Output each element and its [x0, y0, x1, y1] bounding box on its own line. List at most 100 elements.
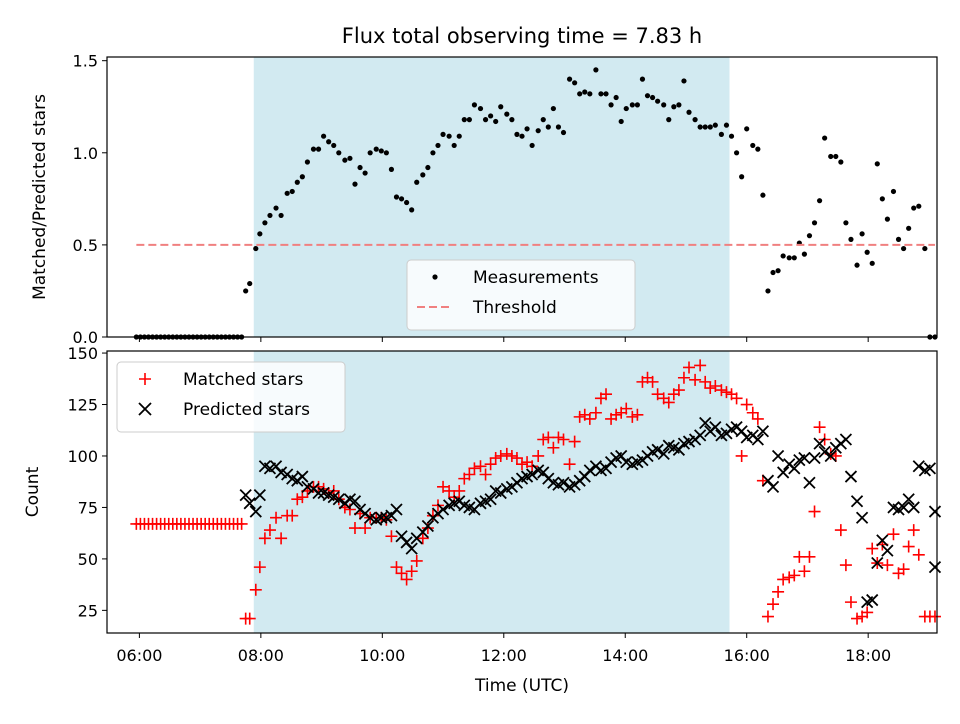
predicted-star-point	[897, 501, 910, 514]
matched-star-point	[834, 524, 847, 537]
measurement-point	[420, 172, 426, 178]
measurement-point	[398, 196, 405, 202]
predicted-star-point	[253, 488, 266, 502]
predicted-star-point	[375, 511, 388, 524]
matched-star-point	[291, 493, 304, 506]
measurement-point	[404, 199, 410, 206]
y-tick-label: 125	[67, 396, 98, 415]
predicted-star-point	[751, 433, 764, 446]
measurement-point	[686, 109, 692, 115]
measurement-point	[342, 157, 348, 163]
predicted-star-point	[907, 501, 920, 514]
predicted-star-point	[928, 505, 942, 518]
predicted-star-point	[332, 493, 345, 506]
measurement-point	[838, 159, 844, 165]
measurement-point	[357, 164, 363, 171]
plot-frame	[106, 56, 938, 338]
matched-star-point	[798, 565, 811, 578]
x-tick-label: 16:00	[724, 646, 770, 665]
measurement-point	[466, 117, 472, 123]
measurement-point	[780, 253, 786, 259]
measurement-point	[409, 207, 415, 213]
chart-title: Flux total observing time = 7.83 h	[342, 24, 702, 48]
matched-star-point	[735, 449, 748, 462]
legend-marker	[432, 274, 438, 280]
measurement-point	[859, 231, 865, 237]
measurement-point	[273, 205, 279, 211]
bottom-y-axis-label: Count	[23, 466, 43, 517]
matched-star-point	[563, 458, 576, 471]
measurement-point	[676, 102, 682, 108]
matched-star-point	[296, 491, 309, 504]
measurement-point	[566, 76, 573, 82]
measurement-point	[247, 280, 253, 287]
measurement-point	[430, 150, 436, 156]
matched-star-point	[620, 402, 633, 415]
measurement-point	[916, 203, 922, 209]
measurement-point	[572, 80, 578, 86]
matched-star-point	[839, 559, 852, 572]
measurement-point	[373, 146, 379, 152]
matched-star-point	[844, 596, 857, 609]
measurement-point	[639, 76, 646, 82]
measurement-point	[613, 94, 619, 101]
measurement-point	[906, 225, 912, 231]
matched-star-point	[715, 384, 728, 397]
legend-label: Predicted stars	[183, 400, 310, 420]
matched-star-point	[793, 550, 806, 563]
measurement-point	[822, 135, 828, 141]
predicted-star-point	[777, 466, 790, 479]
matched-star-point	[677, 371, 690, 384]
matched-star-point	[646, 375, 659, 388]
matched-star-point	[258, 532, 271, 545]
matched-star-point	[767, 598, 780, 611]
predicted-star-point	[243, 497, 256, 510]
measurement-point	[560, 129, 567, 136]
matched-star-point	[720, 386, 733, 399]
x-axis-label: Time (UTC)	[474, 676, 569, 696]
predicted-star-point	[766, 480, 780, 493]
measurement-point	[806, 233, 813, 239]
measurement-point	[816, 198, 823, 204]
predicted-star-point	[876, 534, 889, 547]
predicted-star-point	[390, 503, 403, 516]
measurement-point	[634, 102, 640, 108]
y-tick-label: 75	[78, 498, 98, 517]
measurement-point	[723, 122, 730, 128]
x-tick-label: 12:00	[481, 646, 527, 665]
measurement-point	[744, 126, 750, 132]
matched-star-point	[385, 530, 398, 543]
matched-star-point	[443, 484, 456, 497]
measurement-point	[733, 150, 740, 156]
predicted-star-point	[249, 505, 262, 518]
measurement-point	[493, 118, 499, 125]
measurement-point	[471, 102, 478, 108]
measurement-point	[446, 133, 452, 139]
measurement-point	[331, 142, 337, 149]
matched-star-point	[263, 524, 276, 537]
measurement-point	[461, 117, 467, 123]
matched-star-point	[410, 554, 423, 567]
predicted-star-point	[871, 556, 884, 570]
legend-label: Threshold	[472, 298, 557, 318]
matched-star-point	[416, 532, 429, 545]
measurement-point	[435, 142, 441, 149]
measurement-point	[540, 117, 546, 123]
measurement-point	[755, 146, 761, 152]
matched-star-point	[484, 458, 497, 471]
matched-star-point	[390, 561, 403, 574]
measurement-point	[922, 245, 928, 252]
matched-star-point	[542, 431, 555, 444]
y-tick-label: 25	[78, 601, 98, 620]
measurement-point	[900, 245, 907, 252]
measurement-point	[352, 181, 358, 187]
predicted-star-point	[484, 493, 497, 506]
predicted-star-point	[902, 493, 915, 506]
matched-star-point	[783, 571, 796, 584]
measurement-point	[498, 104, 504, 110]
measurement-point	[629, 102, 635, 108]
y-tick-label: 1.5	[73, 52, 98, 71]
measurement-point	[582, 89, 588, 95]
measurement-point	[414, 179, 420, 185]
legend-marker	[139, 373, 151, 385]
